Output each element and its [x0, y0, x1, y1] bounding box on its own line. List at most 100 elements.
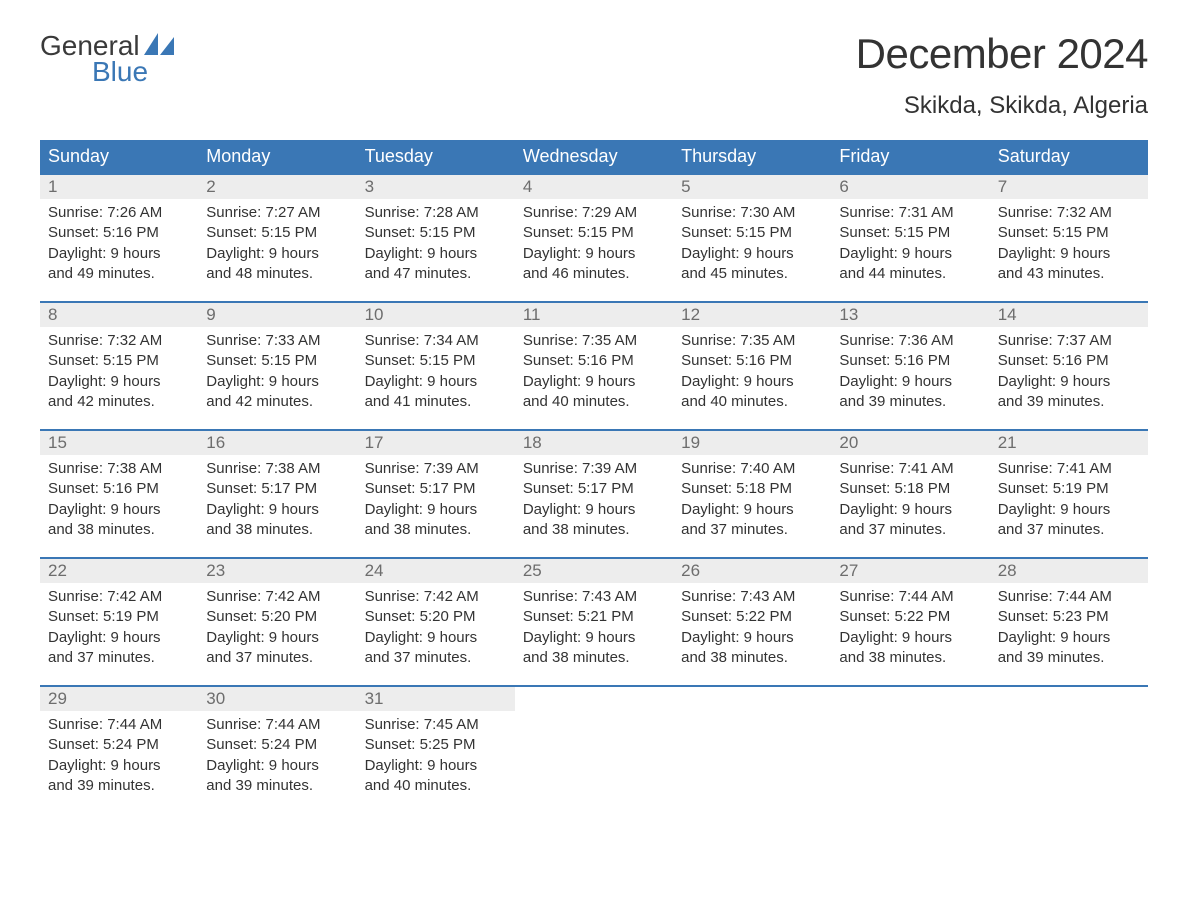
day-sunset: Sunset: 5:16 PM — [48, 479, 190, 499]
day-sunrise: Sunrise: 7:31 AM — [839, 203, 981, 223]
day-sunrise: Sunrise: 7:44 AM — [48, 715, 190, 735]
day-header-mon: Monday — [198, 140, 356, 174]
day-sunrise: Sunrise: 7:35 AM — [681, 331, 823, 351]
day-daylight1: Daylight: 9 hours — [998, 244, 1140, 264]
day-daylight1: Daylight: 9 hours — [206, 756, 348, 776]
day-cell: 20Sunrise: 7:41 AMSunset: 5:18 PMDayligh… — [831, 430, 989, 558]
day-number: 19 — [673, 431, 831, 455]
day-daylight1: Daylight: 9 hours — [206, 500, 348, 520]
day-sunset: Sunset: 5:15 PM — [681, 223, 823, 243]
day-cell: 16Sunrise: 7:38 AMSunset: 5:17 PMDayligh… — [198, 430, 356, 558]
day-cell: 30Sunrise: 7:44 AMSunset: 5:24 PMDayligh… — [198, 686, 356, 814]
day-daylight1: Daylight: 9 hours — [365, 244, 507, 264]
day-number: 25 — [515, 559, 673, 583]
day-daylight2: and 37 minutes. — [206, 648, 348, 668]
day-cell: 26Sunrise: 7:43 AMSunset: 5:22 PMDayligh… — [673, 558, 831, 686]
day-number: 5 — [673, 175, 831, 199]
header: General Blue December 2024 Skikda, Skikd… — [40, 30, 1148, 120]
day-body: Sunrise: 7:39 AMSunset: 5:17 PMDaylight:… — [515, 455, 673, 548]
day-cell: 7Sunrise: 7:32 AMSunset: 5:15 PMDaylight… — [990, 174, 1148, 302]
day-daylight2: and 37 minutes. — [839, 520, 981, 540]
day-sunrise: Sunrise: 7:39 AM — [523, 459, 665, 479]
day-sunrise: Sunrise: 7:42 AM — [48, 587, 190, 607]
day-body: Sunrise: 7:38 AMSunset: 5:16 PMDaylight:… — [40, 455, 198, 548]
day-daylight1: Daylight: 9 hours — [839, 628, 981, 648]
day-body: Sunrise: 7:41 AMSunset: 5:18 PMDaylight:… — [831, 455, 989, 548]
day-number: 31 — [357, 687, 515, 711]
day-sunrise: Sunrise: 7:38 AM — [206, 459, 348, 479]
day-daylight2: and 38 minutes. — [365, 520, 507, 540]
day-daylight1: Daylight: 9 hours — [681, 628, 823, 648]
day-number: 17 — [357, 431, 515, 455]
day-sunset: Sunset: 5:16 PM — [523, 351, 665, 371]
day-daylight2: and 39 minutes. — [206, 776, 348, 796]
day-daylight1: Daylight: 9 hours — [365, 756, 507, 776]
day-daylight1: Daylight: 9 hours — [998, 500, 1140, 520]
day-body: Sunrise: 7:35 AMSunset: 5:16 PMDaylight:… — [673, 327, 831, 420]
title-block: December 2024 Skikda, Skikda, Algeria — [856, 30, 1148, 120]
day-daylight2: and 38 minutes. — [523, 520, 665, 540]
day-sunrise: Sunrise: 7:39 AM — [365, 459, 507, 479]
day-body: Sunrise: 7:42 AMSunset: 5:20 PMDaylight:… — [357, 583, 515, 676]
day-sunset: Sunset: 5:19 PM — [48, 607, 190, 627]
day-daylight2: and 45 minutes. — [681, 264, 823, 284]
logo-word2: Blue — [92, 56, 174, 88]
day-cell: 6Sunrise: 7:31 AMSunset: 5:15 PMDaylight… — [831, 174, 989, 302]
day-daylight1: Daylight: 9 hours — [48, 244, 190, 264]
day-cell: 3Sunrise: 7:28 AMSunset: 5:15 PMDaylight… — [357, 174, 515, 302]
week-row: 1Sunrise: 7:26 AMSunset: 5:16 PMDaylight… — [40, 174, 1148, 302]
day-number: 16 — [198, 431, 356, 455]
day-header-wed: Wednesday — [515, 140, 673, 174]
day-body: Sunrise: 7:38 AMSunset: 5:17 PMDaylight:… — [198, 455, 356, 548]
day-sunset: Sunset: 5:16 PM — [681, 351, 823, 371]
day-number: 11 — [515, 303, 673, 327]
day-sunset: Sunset: 5:18 PM — [839, 479, 981, 499]
day-number: 27 — [831, 559, 989, 583]
day-number: 3 — [357, 175, 515, 199]
day-sunrise: Sunrise: 7:44 AM — [839, 587, 981, 607]
day-daylight1: Daylight: 9 hours — [681, 244, 823, 264]
day-sunrise: Sunrise: 7:43 AM — [681, 587, 823, 607]
day-sunrise: Sunrise: 7:44 AM — [998, 587, 1140, 607]
day-sunrise: Sunrise: 7:32 AM — [998, 203, 1140, 223]
day-number: 9 — [198, 303, 356, 327]
day-cell: 24Sunrise: 7:42 AMSunset: 5:20 PMDayligh… — [357, 558, 515, 686]
day-daylight2: and 42 minutes. — [206, 392, 348, 412]
day-daylight2: and 49 minutes. — [48, 264, 190, 284]
calendar-table: Sunday Monday Tuesday Wednesday Thursday… — [40, 140, 1148, 814]
day-body: Sunrise: 7:28 AMSunset: 5:15 PMDaylight:… — [357, 199, 515, 292]
day-daylight2: and 38 minutes. — [523, 648, 665, 668]
day-daylight2: and 48 minutes. — [206, 264, 348, 284]
day-body: Sunrise: 7:44 AMSunset: 5:22 PMDaylight:… — [831, 583, 989, 676]
day-cell: 13Sunrise: 7:36 AMSunset: 5:16 PMDayligh… — [831, 302, 989, 430]
day-body: Sunrise: 7:45 AMSunset: 5:25 PMDaylight:… — [357, 711, 515, 804]
day-sunset: Sunset: 5:15 PM — [523, 223, 665, 243]
day-sunrise: Sunrise: 7:34 AM — [365, 331, 507, 351]
day-sunrise: Sunrise: 7:27 AM — [206, 203, 348, 223]
day-cell: 5Sunrise: 7:30 AMSunset: 5:15 PMDaylight… — [673, 174, 831, 302]
day-body: Sunrise: 7:35 AMSunset: 5:16 PMDaylight:… — [515, 327, 673, 420]
day-sunrise: Sunrise: 7:36 AM — [839, 331, 981, 351]
day-cell: 9Sunrise: 7:33 AMSunset: 5:15 PMDaylight… — [198, 302, 356, 430]
day-cell — [831, 686, 989, 814]
day-sunset: Sunset: 5:17 PM — [365, 479, 507, 499]
day-cell: 1Sunrise: 7:26 AMSunset: 5:16 PMDaylight… — [40, 174, 198, 302]
day-sunrise: Sunrise: 7:43 AM — [523, 587, 665, 607]
week-row: 22Sunrise: 7:42 AMSunset: 5:19 PMDayligh… — [40, 558, 1148, 686]
day-daylight1: Daylight: 9 hours — [365, 628, 507, 648]
day-body: Sunrise: 7:32 AMSunset: 5:15 PMDaylight:… — [40, 327, 198, 420]
day-sunrise: Sunrise: 7:45 AM — [365, 715, 507, 735]
day-body: Sunrise: 7:43 AMSunset: 5:21 PMDaylight:… — [515, 583, 673, 676]
day-sunset: Sunset: 5:25 PM — [365, 735, 507, 755]
day-daylight1: Daylight: 9 hours — [839, 372, 981, 392]
day-daylight1: Daylight: 9 hours — [523, 628, 665, 648]
day-sunrise: Sunrise: 7:41 AM — [998, 459, 1140, 479]
day-sunset: Sunset: 5:22 PM — [839, 607, 981, 627]
day-cell: 12Sunrise: 7:35 AMSunset: 5:16 PMDayligh… — [673, 302, 831, 430]
day-sunset: Sunset: 5:19 PM — [998, 479, 1140, 499]
day-cell: 10Sunrise: 7:34 AMSunset: 5:15 PMDayligh… — [357, 302, 515, 430]
day-number: 4 — [515, 175, 673, 199]
day-sunrise: Sunrise: 7:26 AM — [48, 203, 190, 223]
day-sunset: Sunset: 5:15 PM — [206, 351, 348, 371]
day-number: 30 — [198, 687, 356, 711]
